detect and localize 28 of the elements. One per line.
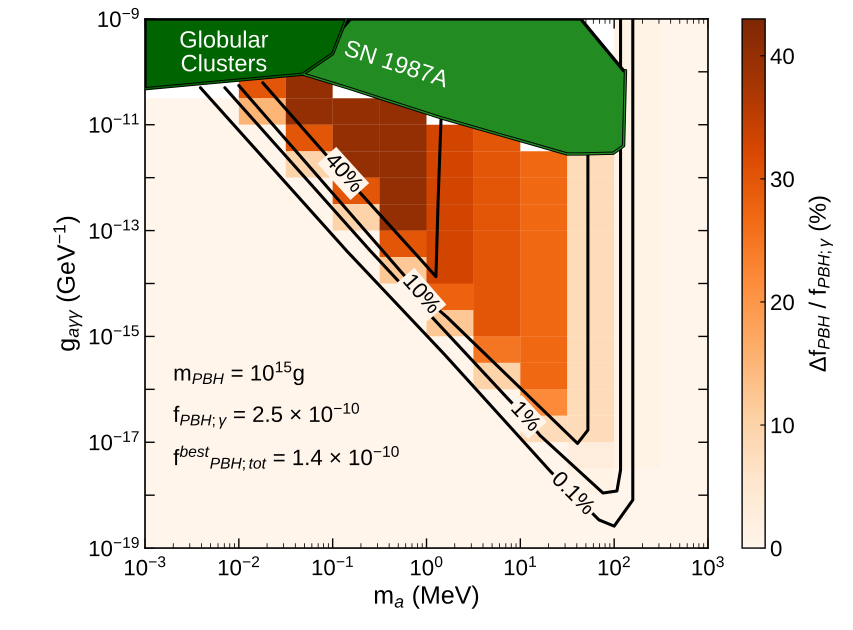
x-tick-label: 10$^{−3}$: [125, 556, 166, 576]
y-tick-label: 10$^{−13}$: [90, 220, 139, 239]
text: SN 1987A: [344, 39, 450, 88]
x-tick-label: 10$^{2}$: [598, 556, 630, 576]
annotation: 1%: [510, 400, 542, 432]
color-bar-title: Δf$_{PBH}$ / f$_{PBH;γ}$ (%): [808, 196, 833, 372]
annotation: 40%: [324, 150, 366, 194]
y-axis-title: g$_{aγγ}$ (GeV$^{−1}$): [53, 216, 82, 351]
color-bar-label: 20: [771, 294, 794, 310]
annotation: f$^{best}$$_{PBH;tot}$ = 1.4 × 10$^{−10}$: [173, 446, 399, 471]
y-tick-label: 10$^{−17}$: [90, 431, 139, 450]
series-label: Globular Clusters: [180, 30, 268, 72]
y-tick-label: 10$^{−15}$: [90, 325, 139, 344]
y-tick-label: 10$^{−9}$: [98, 8, 139, 28]
color-bar-label: 30: [770, 171, 794, 188]
y-tick-label: 10$^{−19}$: [90, 537, 139, 556]
annotation: f$_{PBH;γ}$ = 2.5 × 10$^{−10}$: [173, 402, 360, 429]
annotation: m$_{PBH}$ = 10$^{15}$g: [174, 362, 304, 386]
color-bar-label: 0: [770, 540, 782, 556]
x-tick-label: 10$^{−1}$: [312, 556, 353, 576]
y-tick-label: 10$^{−11}$: [90, 114, 139, 133]
x-axis-title: m$_{a}$ (MeV): [374, 585, 478, 609]
x-tick-label: 10$^{1}$: [504, 556, 536, 576]
color-bar-label: 10: [772, 418, 794, 434]
x-tick-label: 10$^{0}$: [411, 556, 442, 576]
color-bar-label: 40: [770, 48, 794, 64]
x-tick-label: 10$^{3}$: [692, 556, 724, 576]
x-tick-label: 10$^{−2}$: [218, 556, 260, 576]
